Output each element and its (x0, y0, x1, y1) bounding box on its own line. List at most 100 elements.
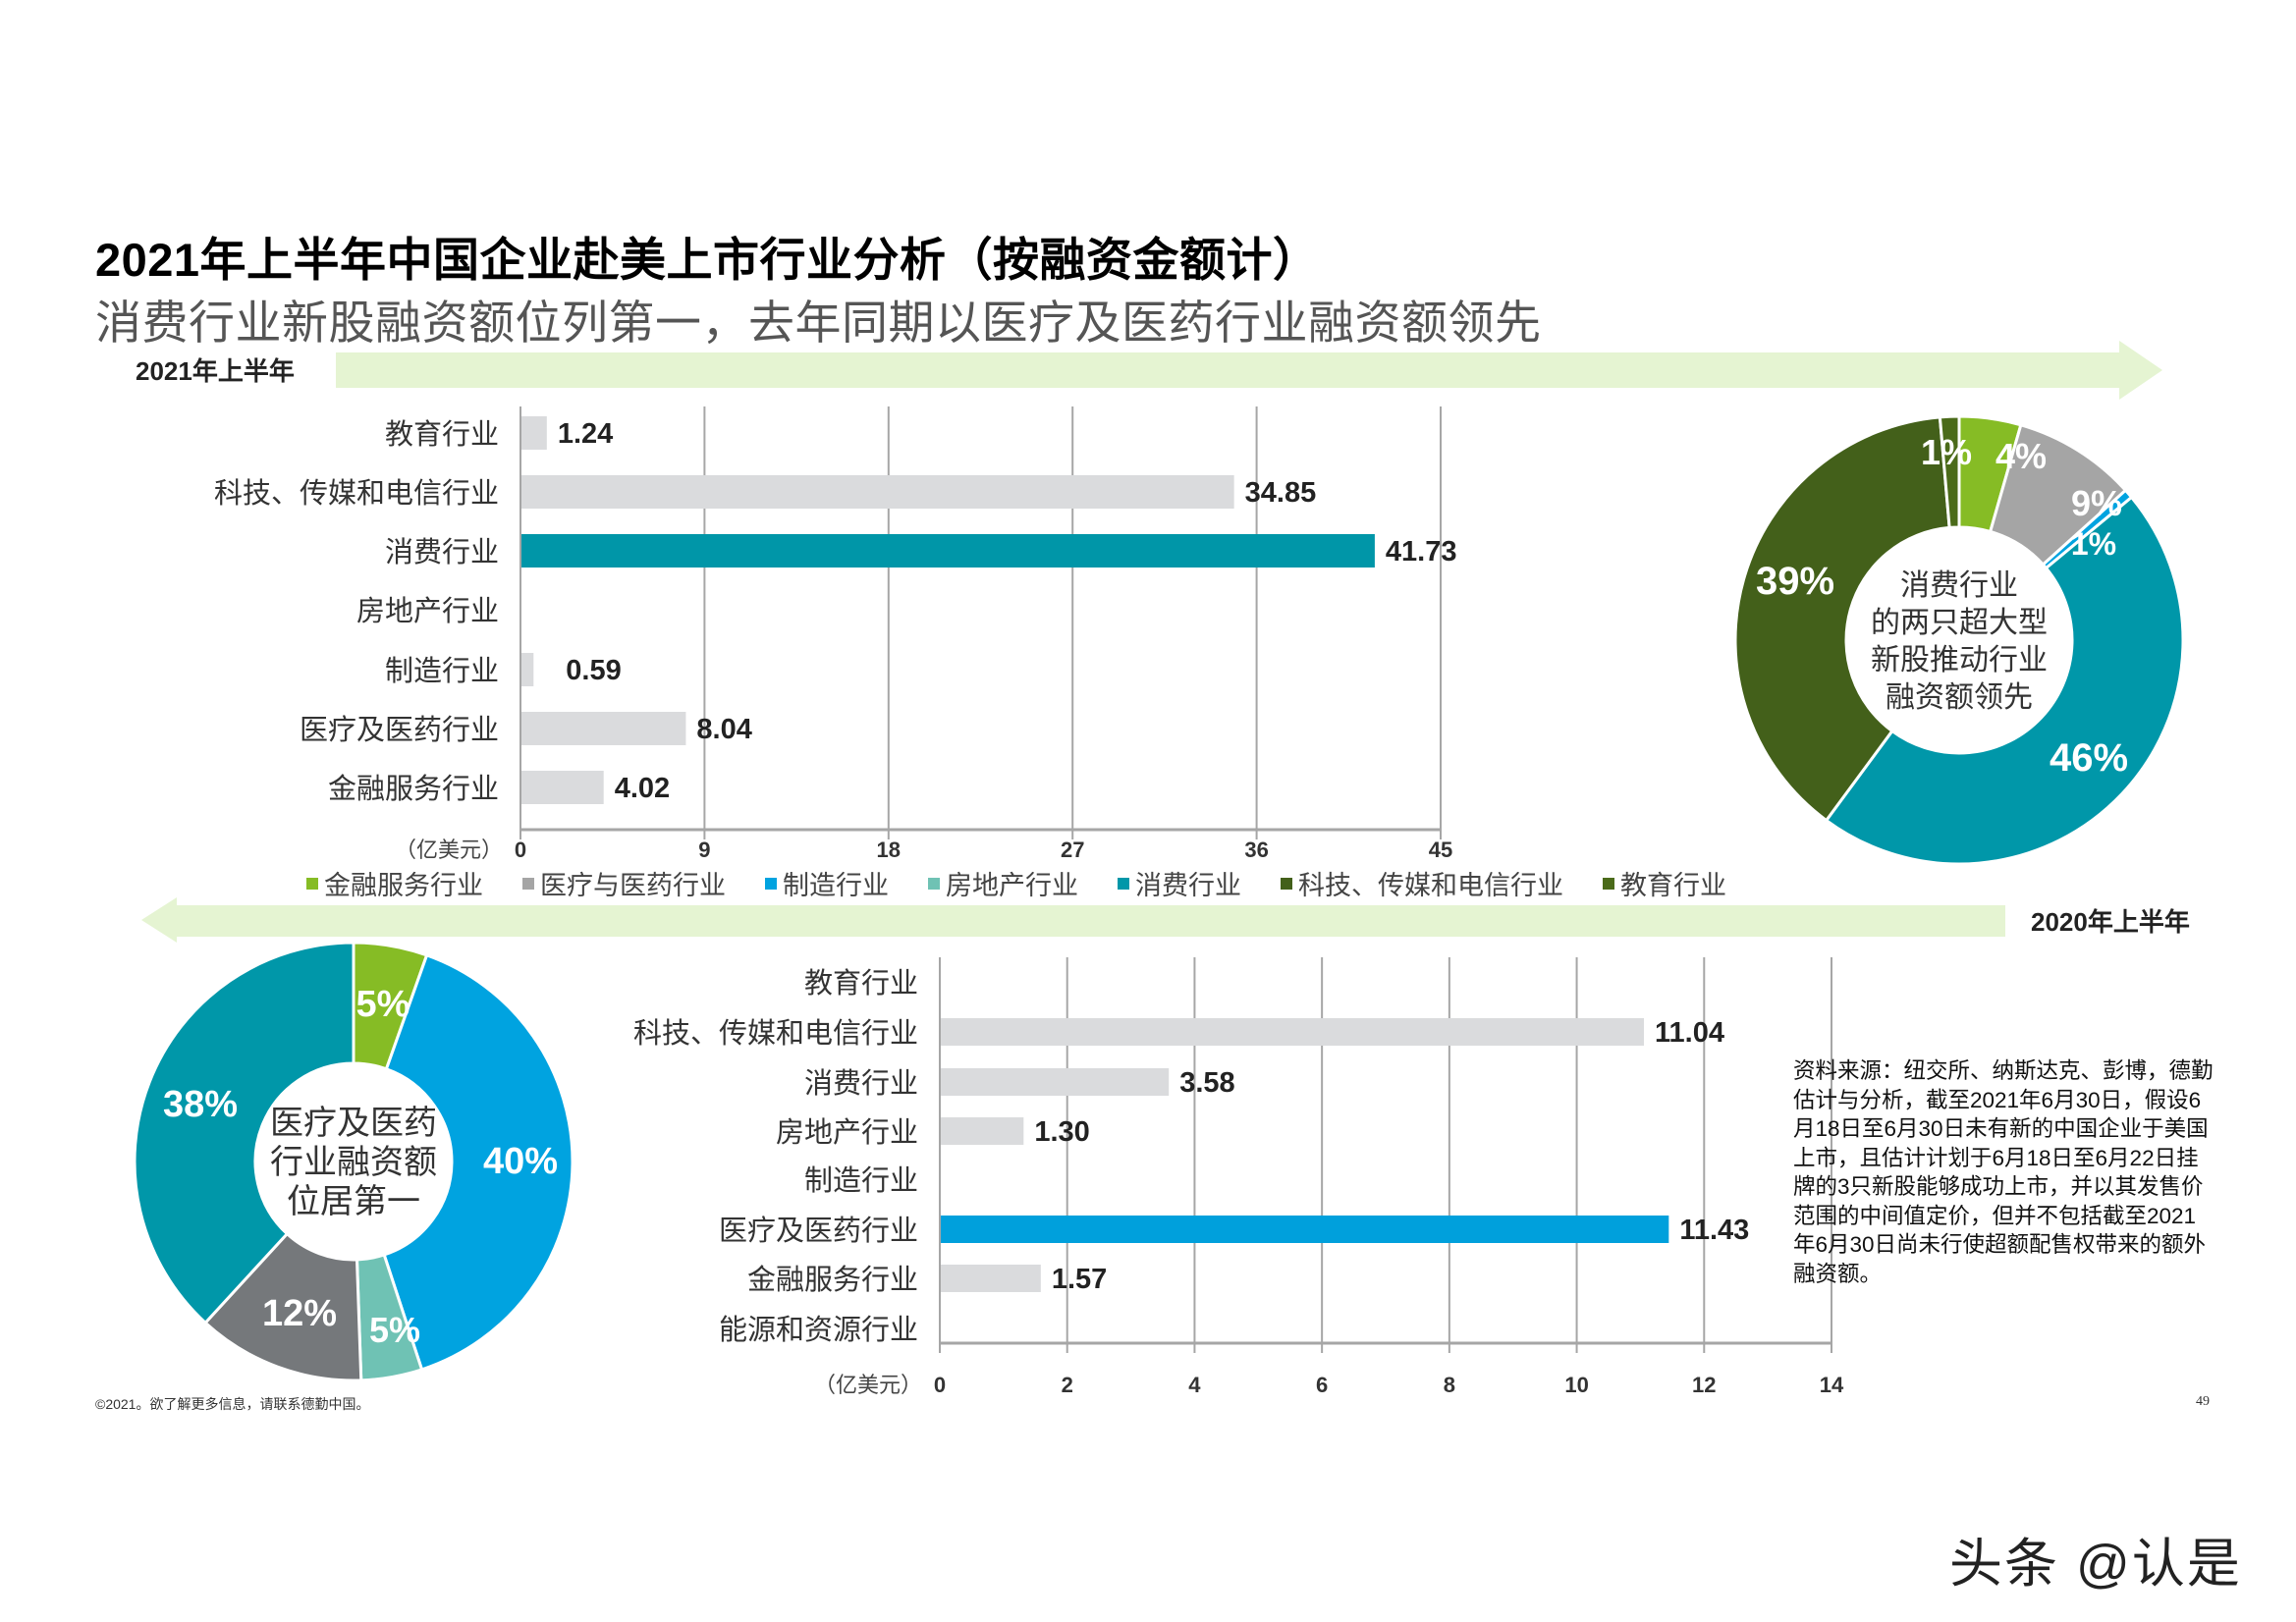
donut-center-text: 的两只超大型 (1871, 607, 2048, 639)
slice-percent-label: 40% (483, 1141, 558, 1182)
category-label: 房地产行业 (776, 1116, 918, 1149)
arrow-left-icon (141, 897, 2005, 943)
legend-swatch-icon (306, 877, 318, 890)
x-tick-label: 9 (698, 838, 710, 862)
bar-value-label: 8.04 (696, 714, 751, 745)
slice-percent-label: 38% (163, 1084, 238, 1125)
category-label: 金融服务行业 (328, 773, 499, 805)
legend-swatch-icon (1603, 877, 1614, 890)
x-tick-label: 14 (1820, 1373, 1844, 1397)
donut-slice (1733, 415, 1951, 823)
legend-label: 金融服务行业 (324, 871, 483, 900)
watermark: 头条 @认是 (1949, 1535, 2242, 1594)
legend-item: 科技、传媒和电信行业 (1281, 864, 1563, 902)
legend-swatch-icon (1118, 877, 1129, 890)
x-tick-label: 10 (1564, 1373, 1588, 1397)
legend-item: 医疗与医药行业 (522, 864, 726, 902)
bar-chart-2021: 0 9 18 27 36 45 （亿美元） 教育行业 1.24 科技、传媒和电信行业 34.85 消费… (214, 406, 1457, 862)
donut-slice (1938, 414, 1961, 530)
donut-center-text: 融资额领先 (1886, 681, 2033, 714)
bar (521, 771, 604, 804)
x-tick-label: 0 (934, 1373, 946, 1397)
page-number: 49 (2196, 1394, 2210, 1409)
bar-value-label: 0.59 (566, 655, 621, 686)
donut-slice (1824, 495, 2185, 866)
category-label: 科技、传媒和电信行业 (214, 477, 499, 510)
unit-label: （亿美元） (395, 838, 503, 862)
slice-percent-label: 1% (1921, 432, 1972, 472)
slice-percent-label: 5% (356, 984, 410, 1025)
period-label-2021: 2021年上半年 (136, 356, 295, 386)
bar-value-label: 4.02 (615, 773, 670, 804)
category-label: 制造行业 (385, 655, 499, 687)
legend-label: 消费行业 (1135, 871, 1241, 900)
unit-label: （亿美元） (814, 1373, 922, 1397)
category-label: 医疗及医药行业 (719, 1215, 918, 1247)
category-label: 房地产行业 (356, 595, 499, 627)
bar-value-label: 34.85 (1245, 477, 1317, 509)
x-tick-label: 2 (1062, 1373, 1073, 1397)
legend-swatch-icon (522, 877, 534, 890)
x-tick-label: 36 (1244, 838, 1268, 862)
slice-percent-label: 4% (1995, 436, 2047, 476)
bar-value-label: 41.73 (1386, 536, 1457, 568)
x-tick-label: 6 (1316, 1373, 1328, 1397)
bar (521, 653, 534, 686)
legend-label: 教育行业 (1620, 871, 1726, 900)
category-label: 消费行业 (804, 1067, 918, 1100)
slice-percent-label: 46% (2050, 736, 2128, 780)
x-tick-label: 8 (1444, 1373, 1455, 1397)
category-label: 能源和资源行业 (719, 1314, 918, 1346)
source-note: 资料来源：纽交所、纳斯达克、彭博，德勤估计与分析，截至2021年6月30日，假设… (1793, 1058, 2214, 1286)
x-tick-label: 18 (877, 838, 901, 862)
donut-slice (133, 941, 355, 1325)
bar (941, 1216, 1669, 1243)
legend-label: 医疗与医药行业 (540, 871, 726, 900)
slice-percent-label: 5% (369, 1310, 420, 1350)
legend-label: 制造行业 (783, 871, 889, 900)
legend-swatch-icon (928, 877, 940, 890)
category-label: 金融服务行业 (747, 1264, 918, 1296)
bar-value-label: 1.24 (558, 418, 613, 450)
bar (941, 1068, 1170, 1096)
legend-item: 教育行业 (1603, 864, 1726, 902)
donut-center-text: 医疗及医药 (270, 1105, 437, 1142)
legend-item: 消费行业 (1118, 864, 1241, 902)
category-label: 教育行业 (804, 967, 918, 1000)
bar (521, 712, 686, 745)
bar-value-label: 11.43 (1679, 1215, 1749, 1246)
bar (941, 1117, 1024, 1145)
donut-center-text: 消费行业 (1900, 569, 2018, 602)
category-label: 教育行业 (385, 418, 499, 451)
slice-percent-label: 1% (2071, 526, 2116, 562)
donut-center-text: 位居第一 (287, 1183, 420, 1220)
legend-item: 金融服务行业 (306, 864, 483, 902)
legend-swatch-icon (1281, 877, 1292, 890)
x-tick-label: 12 (1692, 1373, 1716, 1397)
legend-label: 科技、传媒和电信行业 (1298, 871, 1563, 900)
bar (521, 534, 1375, 568)
category-label: 制造行业 (804, 1164, 918, 1197)
page-title: 2021年上半年中国企业赴美上市行业分析（按融资金额计） (95, 234, 1320, 286)
category-label: 消费行业 (385, 536, 499, 568)
legend-swatch-icon (765, 877, 777, 890)
slice-percent-label: 39% (1756, 560, 1834, 603)
category-label: 科技、传媒和电信行业 (633, 1017, 918, 1050)
x-tick-label: 0 (515, 838, 526, 862)
donut-center-text: 行业融资额 (270, 1144, 437, 1181)
bar-value-label: 1.30 (1034, 1116, 1089, 1148)
slice-percent-label: 12% (262, 1293, 337, 1334)
bar-value-label: 3.58 (1179, 1067, 1234, 1099)
legend-label: 房地产行业 (946, 871, 1078, 900)
legend-item: 房地产行业 (928, 864, 1078, 902)
bar (941, 1018, 1645, 1046)
category-label: 医疗及医药行业 (300, 714, 499, 746)
bar (941, 1265, 1041, 1292)
donut-center-text: 新股推动行业 (1871, 644, 2048, 676)
bar-value-label: 1.57 (1052, 1264, 1107, 1295)
bar (521, 475, 1234, 509)
slice-percent-label: 9% (2071, 483, 2122, 523)
